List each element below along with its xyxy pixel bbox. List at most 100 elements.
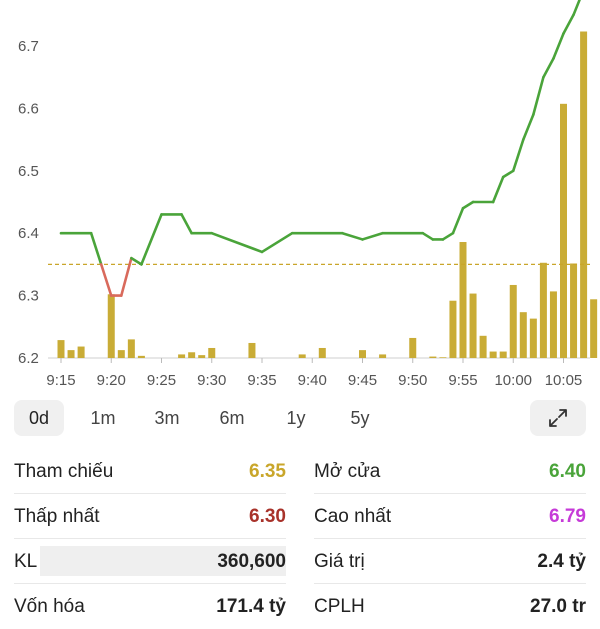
stat-high-label: Cao nhất [314,506,392,527]
x-tick-label: 10:05 [545,372,583,389]
price-segment [461,200,475,210]
volume-bar [429,356,437,358]
divider [314,493,586,494]
volume-bar [459,242,467,358]
price-segment [341,231,364,241]
volume-bar [318,347,326,358]
range-6m[interactable]: 6m [219,408,245,428]
divider [14,493,286,494]
stat-value-value: 2.4 tỷ [537,551,586,572]
price-segment [491,175,505,204]
volume-bar [570,263,578,358]
price-segment [180,213,193,235]
volume-bars [57,31,598,359]
volume-bar [178,354,186,358]
stat-shares: CPLH 27.0 tr [314,585,586,629]
y-tick-label: 6.5 [18,163,39,180]
price-segment [120,256,133,297]
stat-shares-value: 27.0 tr [530,596,586,617]
x-axis-ticks: 9:15 9:20 9:25 9:30 9:35 9:40 9:45 9:50 9:55 10:0… [46,358,582,389]
volume-bar [57,340,65,358]
expand-arrows-icon [549,409,567,427]
price-segment [140,213,163,266]
x-tick-label: 9:55 [448,372,477,389]
stat-low: Thấp nhất 6.30 [14,495,286,539]
price-line [59,0,581,297]
divider [14,538,286,539]
price-segment [260,231,294,254]
stat-market-cap-value: 171.4 tỷ [216,596,286,617]
price-segment [542,57,555,79]
y-tick-label: 6.4 [18,225,39,242]
volume-bar [539,262,547,358]
volume-bar [489,351,497,358]
stat-value: Giá trị 2.4 tỷ [314,540,586,584]
volume-bar [439,357,447,358]
volume-bar [549,291,557,358]
x-tick-label: 9:40 [298,372,327,389]
volume-bar [67,350,75,358]
time-range-selector: 0d 1m 3m 6m 1y 5y [14,400,600,436]
stat-reference: Tham chiếu 6.35 [14,450,286,494]
y-tick-label: 6.3 [18,288,39,305]
price-segment [89,231,103,266]
stat-market-cap: Vốn hóa 171.4 tỷ [14,585,286,629]
stat-open-value: 6.40 [549,461,586,482]
price-segment [532,75,545,116]
volume-bar [117,350,125,358]
volume-bar [580,31,588,359]
stat-reference-label: Tham chiếu [14,461,114,482]
stat-volume-value: 360,600 [217,551,286,572]
stat-open: Mở cửa 6.40 [314,450,586,494]
range-1m[interactable]: 1m [90,408,116,428]
range-3m[interactable]: 3m [154,408,180,428]
x-tick-label: 9:50 [398,372,427,389]
volume-bar [449,300,457,358]
expand-chart-button[interactable] [530,400,586,436]
x-tick-label: 9:15 [46,372,75,389]
volume-bar [77,346,85,358]
volume-bar [208,347,216,358]
price-segment [99,263,113,297]
volume-bar [198,355,206,358]
volume-bar [188,352,196,358]
stat-reference-value: 6.35 [249,461,286,482]
divider [314,583,586,584]
price-segment [451,206,465,235]
volume-bar [137,355,145,358]
volume-bar [519,312,527,358]
price-segment [552,32,565,60]
price-segment [511,138,525,173]
price-segment [521,113,535,141]
volume-bar [298,354,306,358]
stat-market-cap-label: Vốn hóa [14,596,85,617]
price-segment [441,231,455,241]
stat-high: Cao nhất 6.79 [314,495,586,539]
stat-shares-label: CPLH [314,596,365,617]
range-1y[interactable]: 1y [286,408,306,428]
x-tick-label: 9:20 [97,372,126,389]
stat-volume-label: KL [14,551,38,572]
stat-high-value: 6.79 [549,506,586,527]
price-segment [361,231,384,241]
range-0d[interactable]: 0d [14,400,64,436]
volume-bar [560,103,567,358]
x-tick-label: 9:35 [247,372,276,389]
volume-bar [107,294,115,358]
volume-bar [409,337,417,358]
price-segment [562,13,575,35]
volume-highlight [40,546,286,576]
volume-bar [469,293,477,358]
price-segment [572,0,581,17]
price-segment [130,256,143,266]
volume-bar [127,339,135,358]
stat-open-label: Mở cửa [314,461,381,482]
range-5y[interactable]: 5y [350,408,370,428]
stat-volume: KL 360,600 [14,540,286,584]
volume-bar [529,318,537,358]
price-chart[interactable]: 6.26.36.46.56.66.7 9:15 9:20 9:25 9:30 9:35 9… [0,0,600,400]
y-axis-ticks: 6.2 6.3 6.4 6.5 6.6 6.7 [18,38,39,367]
y-tick-label: 6.2 [18,350,39,367]
x-tick-label: 10:00 [494,372,532,389]
volume-bar [590,299,598,358]
